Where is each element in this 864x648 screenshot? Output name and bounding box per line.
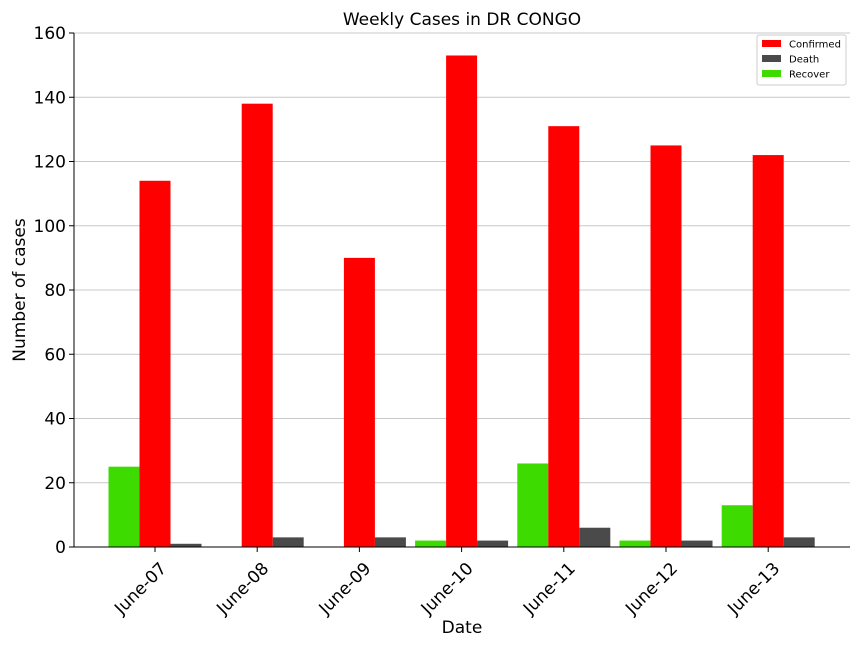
bars: [108, 55, 815, 548]
y-tick-label: 160: [34, 24, 66, 44]
bar-confirmed: [446, 55, 478, 548]
y-tick-label: 100: [34, 217, 66, 237]
bar-confirmed: [343, 257, 375, 547]
x-tick-label: June-07: [110, 559, 171, 620]
bar-confirmed: [752, 155, 784, 547]
y-tick-label: 20: [44, 474, 66, 494]
legend: Confirmed Death Recover: [756, 34, 847, 86]
y-tick-label: 0: [55, 538, 66, 558]
bar-death: [681, 540, 713, 547]
x-tick-label: June-11: [519, 559, 580, 620]
x-ticks: June-07 June-08 June-09 June-10 June-11 June-…: [110, 547, 784, 619]
bar-death: [579, 527, 611, 547]
bar-death: [477, 540, 509, 547]
bar-confirmed: [241, 103, 273, 548]
bar-death: [170, 543, 202, 547]
bar-recover: [721, 505, 753, 547]
bar-recover: [108, 466, 140, 547]
y-tick-label: 120: [34, 153, 66, 173]
x-tick-label: June-08: [212, 559, 273, 620]
legend-swatch-recover: [762, 70, 781, 77]
x-tick-label: June-09: [315, 559, 376, 620]
chart-title: Weekly Cases in DR CONGO: [343, 10, 581, 30]
y-tick-label: 140: [34, 88, 66, 108]
legend-label-recover: Recover: [789, 70, 830, 81]
bar-confirmed: [650, 145, 682, 547]
y-tick-label: 80: [44, 281, 66, 301]
bar-confirmed: [548, 126, 580, 547]
bar-confirmed: [139, 180, 171, 547]
bar-recover: [517, 463, 549, 547]
legend-swatch-confirmed: [762, 40, 781, 47]
legend-swatch-death: [762, 55, 781, 62]
x-tick-label: June-12: [621, 559, 682, 620]
legend-label-confirmed: Confirmed: [789, 40, 841, 51]
x-axis-title: Date: [442, 618, 483, 638]
bar-recover: [415, 540, 447, 547]
y-ticks: 0 20 40 60 80 100 120 140 160: [34, 24, 74, 558]
legend-label-death: Death: [789, 55, 819, 66]
bar-death: [272, 537, 304, 547]
x-tick-label: June-10: [417, 559, 478, 620]
x-tick-label: June-13: [723, 559, 784, 620]
bar-death: [374, 537, 406, 547]
bar-recover: [619, 540, 651, 547]
bar-death: [783, 537, 815, 547]
y-tick-label: 40: [44, 410, 66, 430]
y-tick-label: 60: [44, 345, 66, 365]
y-axis-title: Number of cases: [10, 218, 30, 362]
